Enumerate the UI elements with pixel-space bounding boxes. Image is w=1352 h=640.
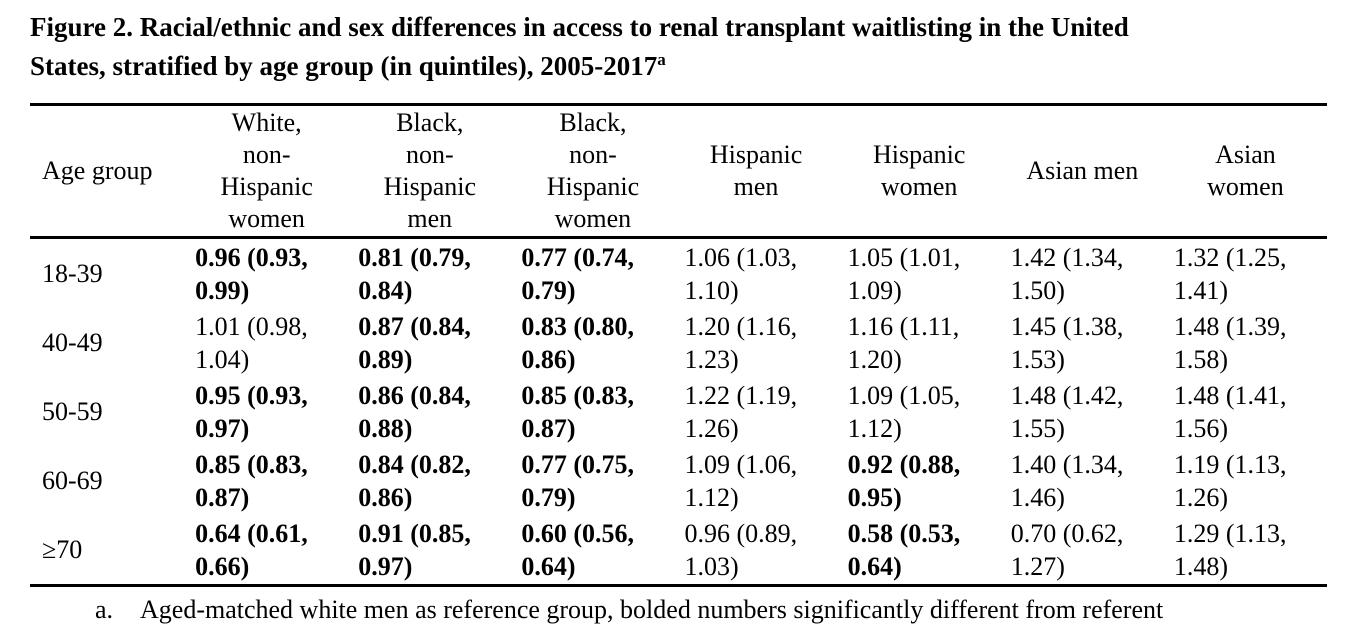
estimate-cell: 0.95 (0.93, 0.97): [195, 380, 308, 443]
col-header-asian-women: Asian women: [1163, 104, 1327, 239]
footnote-marker: a.: [95, 595, 114, 624]
estimate-cell: 1.09 (1.05, 1.12): [847, 380, 961, 443]
estimate-cell: 0.64 (0.61, 0.66): [195, 518, 308, 581]
estimate-cell: 0.85 (0.83, 0.87): [195, 449, 308, 512]
estimate-cell: 1.05 (1.01, 1.09): [847, 242, 961, 305]
estimate-cell: 1.29 (1.13, 1.48): [1173, 518, 1287, 581]
table-row-18-39: 18-39 0.96 (0.93, 0.99) 0.81 (0.79, 0.84…: [30, 238, 1327, 309]
age-group-label: 40-49: [42, 328, 103, 357]
estimate-cell: 0.58 (0.53, 0.64): [847, 518, 961, 581]
estimate-cell: 0.96 (0.93, 0.99): [195, 242, 308, 305]
table-row-50-59: 50-59 0.95 (0.93, 0.97) 0.86 (0.84, 0.88…: [30, 377, 1327, 446]
figure-title-superscript: a: [657, 50, 666, 69]
estimate-cell: 0.60 (0.56, 0.64): [521, 518, 635, 581]
estimate-cell: 0.70 (0.62, 1.27): [1010, 518, 1124, 581]
estimate-cell: 1.16 (1.11, 1.20): [847, 311, 960, 374]
estimate-cell: 1.20 (1.16, 1.23): [684, 311, 798, 374]
footnote-text: Aged-matched white men as reference grou…: [140, 595, 1164, 624]
estimate-cell: 0.87 (0.84, 0.89): [358, 311, 471, 374]
estimate-cell: 1.19 (1.13, 1.26): [1173, 449, 1287, 512]
estimate-cell: 0.85 (0.83, 0.87): [521, 380, 635, 443]
col-header-hispanic-women: Hispanic women: [837, 104, 1001, 239]
results-table: Age group White, non- Hispanic women Bla…: [30, 103, 1327, 587]
col-header-black-nonhispanic-men: Black, non- Hispanic men: [348, 104, 512, 239]
estimate-cell: 1.45 (1.38, 1.53): [1010, 311, 1124, 374]
estimate-cell: 1.48 (1.39, 1.58): [1173, 311, 1287, 374]
estimate-cell: 0.86 (0.84, 0.88): [358, 380, 471, 443]
estimate-cell: 1.48 (1.41, 1.56): [1173, 380, 1287, 443]
estimate-cell: 0.81 (0.79, 0.84): [358, 242, 471, 305]
estimate-cell: 1.32 (1.25, 1.41): [1173, 242, 1287, 305]
age-group-label: 60-69: [42, 466, 103, 495]
col-header-hispanic-men: Hispanic men: [674, 104, 838, 239]
estimate-cell: 1.40 (1.34, 1.46): [1010, 449, 1124, 512]
estimate-cell: 0.96 (0.89, 1.03): [684, 518, 798, 581]
estimate-cell: 1.48 (1.42, 1.55): [1010, 380, 1124, 443]
age-group-label: 18-39: [42, 259, 103, 288]
estimate-cell: 0.77 (0.75, 0.79): [521, 449, 635, 512]
estimate-cell: 0.83 (0.80, 0.86): [521, 311, 635, 374]
col-header-black-nonhispanic-women: Black, non- Hispanic women: [511, 104, 675, 239]
estimate-cell: 1.06 (1.03, 1.10): [684, 242, 798, 305]
table-row-70-plus: ≥70 0.64 (0.61, 0.66) 0.91 (0.85, 0.97) …: [30, 515, 1327, 586]
table-row-60-69: 60-69 0.85 (0.83, 0.87) 0.84 (0.82, 0.86…: [30, 446, 1327, 515]
header-row: Age group White, non- Hispanic women Bla…: [30, 104, 1327, 239]
age-group-label: ≥70: [42, 535, 83, 564]
estimate-cell: 0.84 (0.82, 0.86): [358, 449, 471, 512]
figure-title-text: Figure 2. Racial/ethnic and sex differen…: [30, 12, 1129, 81]
table-row-40-49: 40-49 1.01 (0.98, 1.04) 0.87 (0.84, 0.89…: [30, 308, 1327, 377]
footnote: a. Aged-matched white men as reference gr…: [30, 594, 1327, 626]
estimate-cell: 0.91 (0.85, 0.97): [358, 518, 471, 581]
estimate-cell: 1.42 (1.34, 1.50): [1010, 242, 1124, 305]
estimate-cell: 0.92 (0.88, 0.95): [847, 449, 961, 512]
estimate-cell: 1.22 (1.19, 1.26): [684, 380, 798, 443]
figure-title: Figure 2. Racial/ethnic and sex differen…: [30, 8, 1330, 86]
col-header-white-nonhispanic-women: White, non- Hispanic women: [185, 104, 349, 239]
estimate-cell: 1.09 (1.06, 1.12): [684, 449, 798, 512]
estimate-cell: 1.01 (0.98, 1.04): [195, 311, 308, 374]
age-group-label: 50-59: [42, 397, 103, 426]
col-header-asian-men: Asian men: [1000, 104, 1164, 239]
estimate-cell: 0.77 (0.74, 0.79): [521, 242, 635, 305]
col-header-age-group: Age group: [30, 104, 186, 239]
